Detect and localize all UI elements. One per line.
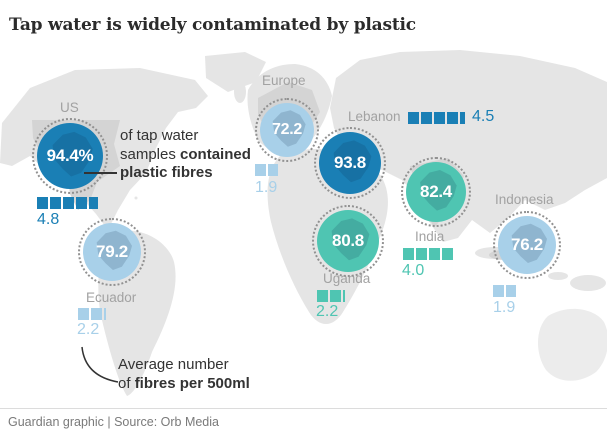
bubble-circle-europe: 72.2: [260, 103, 314, 157]
bubble-us: 94.4%: [32, 118, 108, 194]
fibre-square: [442, 248, 453, 260]
fibre-square: [63, 197, 74, 209]
fibre-square: [78, 308, 89, 320]
source-credit: Guardian graphic | Source: Orb Media: [8, 415, 219, 429]
annotation-fibres-line2: of: [118, 374, 135, 392]
fibre-square: [37, 197, 48, 209]
fibre-square: [403, 248, 414, 260]
fibre-squares-uganda: [317, 290, 345, 302]
annotation-fibres-line2-bold: fibres per 500ml: [134, 374, 250, 392]
annotation-fibres-line1: Average number: [118, 356, 229, 373]
fibre-square: [76, 197, 87, 209]
fibre-square: [91, 308, 102, 320]
percent-value-india: 82.4: [420, 182, 452, 201]
annotation-connector-line: [84, 172, 117, 174]
fibre-square: [447, 112, 458, 124]
percent-value-europe: 72.2: [272, 121, 302, 138]
bubble-circle-indonesia: 76.2: [498, 216, 556, 274]
bubble-circle-india: 82.4: [406, 162, 466, 222]
bubble-circle-ecuador: 79.2: [83, 223, 141, 281]
chart-title: Tap water is widely contaminated by plas…: [9, 15, 416, 36]
bubble-circle-us: 94.4%: [37, 123, 103, 189]
fibre-squares-ecuador: [78, 308, 106, 320]
bubble-europe: 72.2: [255, 98, 319, 162]
fibre-value-indonesia: 1.9: [493, 299, 516, 316]
country-label-ecuador: Ecuador: [86, 290, 137, 305]
fibre-value-lebanon: 4.5: [472, 108, 495, 125]
fibre-square: [50, 197, 61, 209]
fibre-squares-us: [37, 197, 98, 209]
percent-value-lebanon: 93.8: [334, 153, 366, 172]
fibre-square: [434, 112, 445, 124]
annotation-sample-line3-bold: plastic fibres: [120, 164, 213, 181]
fibre-square: [255, 164, 266, 176]
annotation-sample-line2: samples: [120, 145, 181, 163]
fibre-value-europe: 1.9: [255, 179, 278, 196]
fibre-squares-india: [403, 248, 453, 260]
fibre-squares-indonesia: [493, 285, 516, 297]
annotation-sample-line2-bold: contained: [180, 145, 251, 163]
percent-value-ecuador: 79.2: [96, 242, 128, 261]
annotation-sample-line1: of tap water: [120, 127, 199, 144]
country-label-lebanon: Lebanon: [348, 109, 401, 124]
percent-value-indonesia: 76.2: [511, 235, 543, 254]
bubble-lebanon: 93.8: [314, 127, 386, 199]
country-label-us: US: [60, 100, 79, 115]
fibre-square-partial: [506, 285, 516, 297]
fibre-square: [493, 285, 504, 297]
fibre-square-partial: [343, 290, 345, 302]
percent-value-uganda: 80.8: [332, 231, 364, 250]
bubble-indonesia: 76.2: [493, 211, 561, 279]
country-label-india: India: [415, 229, 445, 244]
bubble-circle-uganda: 80.8: [317, 210, 379, 272]
annotation-fibres: Average number of fibres per 500ml: [118, 356, 250, 393]
country-label-europe: Europe: [262, 73, 306, 88]
footer-divider: [0, 408, 607, 409]
fibre-value-us: 4.8: [37, 211, 60, 228]
fibre-value-ecuador: 2.2: [77, 321, 100, 338]
fibre-squares-europe: [255, 164, 278, 176]
bubble-uganda: 80.8: [312, 205, 384, 277]
fibre-square: [416, 248, 427, 260]
fibre-square: [408, 112, 419, 124]
fibre-value-uganda: 2.2: [316, 303, 339, 320]
bubble-circle-lebanon: 93.8: [319, 132, 381, 194]
annotation-sample: of tap water samples contained plastic f…: [120, 127, 251, 183]
fibre-square-partial: [104, 308, 106, 320]
bubble-india: 82.4: [401, 157, 471, 227]
fibre-square-partial: [460, 112, 465, 124]
bubble-ecuador: 79.2: [78, 218, 146, 286]
country-label-indonesia: Indonesia: [495, 192, 554, 207]
fibre-square-partial: [268, 164, 278, 176]
fibre-squares-lebanon: [408, 112, 465, 124]
fibre-square: [330, 290, 341, 302]
fibre-square: [421, 112, 432, 124]
fibre-square: [317, 290, 328, 302]
annotation-connector-curve: [81, 346, 119, 383]
fibre-square: [429, 248, 440, 260]
percent-value-us: 94.4%: [46, 146, 94, 165]
fibre-value-india: 4.0: [402, 262, 425, 279]
fibre-square-partial: [89, 197, 98, 209]
